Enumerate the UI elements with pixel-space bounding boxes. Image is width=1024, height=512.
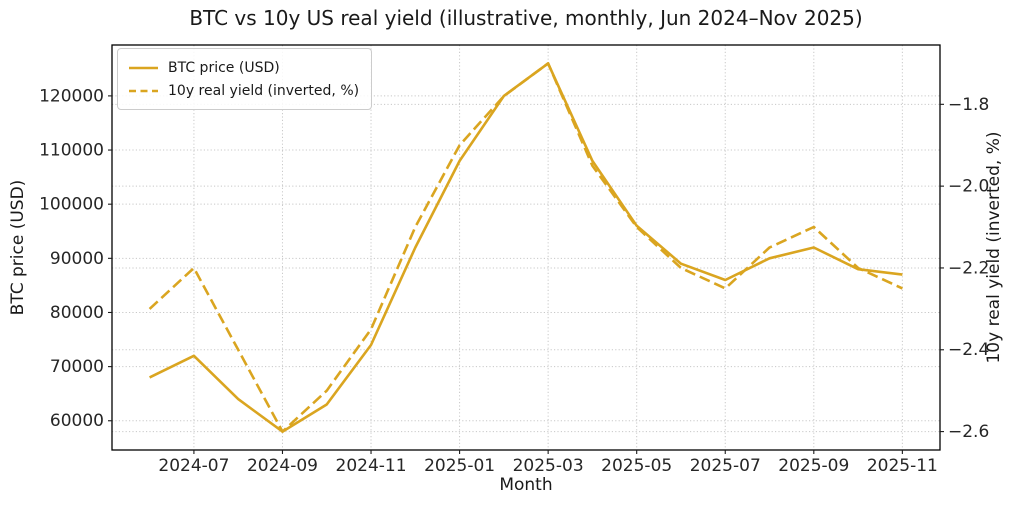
right-tick-label: −2.0 <box>948 177 989 197</box>
left-tick-label: 110000 <box>39 140 104 160</box>
x-tick-label: 2025-11 <box>867 456 938 476</box>
left-tick-label: 100000 <box>39 195 104 215</box>
left-axis-label: BTC price (USD) <box>8 179 28 316</box>
legend-item-yield: 10y real yield (inverted, %) <box>128 79 359 102</box>
x-tick-label: 2025-05 <box>601 456 672 476</box>
left-tick-label: 90000 <box>50 249 104 269</box>
legend: BTC price (USD) 10y real yield (inverted… <box>117 48 373 110</box>
x-axis-label: Month <box>499 475 553 495</box>
legend-label-yield: 10y real yield (inverted, %) <box>168 82 360 99</box>
right-tick-label: −2.2 <box>948 258 989 278</box>
x-tick-label: 2024-11 <box>336 456 407 476</box>
legend-label-btc: BTC price (USD) <box>168 59 280 76</box>
btc-price-line <box>149 62 903 433</box>
plot-border <box>111 44 941 451</box>
btc-line-sample <box>129 66 158 69</box>
x-tick-label: 2024-07 <box>158 456 229 476</box>
left-tick-label: 80000 <box>50 303 104 323</box>
chart-title: BTC vs 10y US real yield (illustrative, … <box>189 6 863 30</box>
x-tick-label: 2024-09 <box>247 456 318 476</box>
legend-item-btc: BTC price (USD) <box>128 56 359 79</box>
x-tick-label: 2025-03 <box>513 456 584 476</box>
left-tick-label: 60000 <box>50 411 104 431</box>
right-tick-label: −1.8 <box>948 95 989 115</box>
yield-line-sample <box>129 89 158 92</box>
left-tick-label: 120000 <box>39 86 104 106</box>
right-axis-label: 10y real yield (inverted, %) <box>984 131 1004 364</box>
real-yield-line <box>148 62 903 433</box>
x-tick-label: 2025-01 <box>424 456 495 476</box>
left-tick-label: 70000 <box>50 357 104 377</box>
x-tick-label: 2025-09 <box>778 456 849 476</box>
right-tick-label: −2.6 <box>948 422 989 442</box>
right-tick-label: −2.4 <box>948 340 989 360</box>
x-tick-label: 2025-07 <box>690 456 761 476</box>
